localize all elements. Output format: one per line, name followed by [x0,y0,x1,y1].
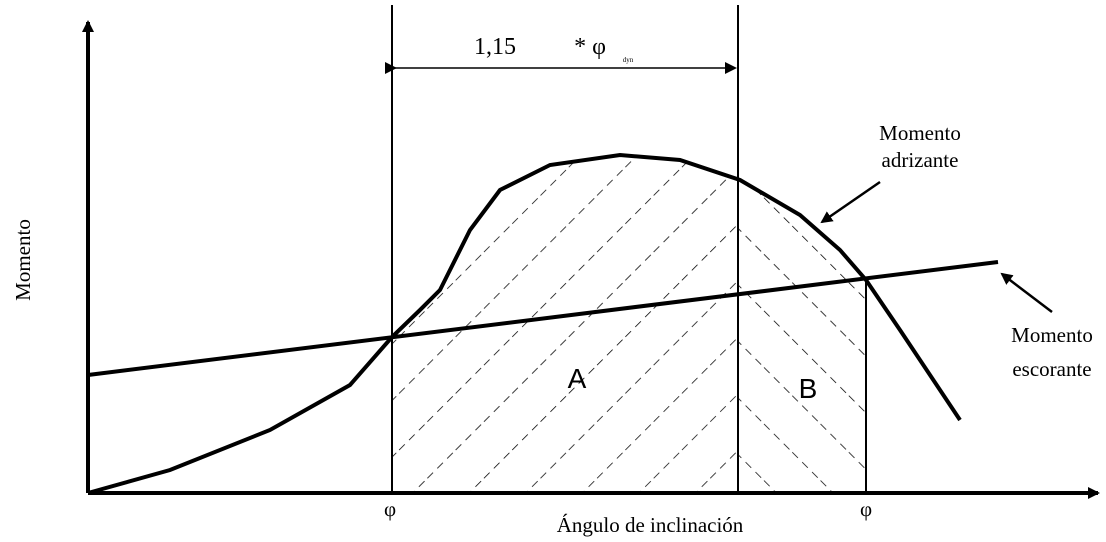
span-subscript: dyn [623,56,634,64]
righting-label: adrizante [882,148,959,172]
y-label: Momento [11,219,35,301]
angle-label: φ [860,497,872,521]
area-label: A [568,363,587,394]
hatching [392,155,866,493]
righting-label: Momento [879,121,961,145]
lines [82,5,1100,499]
heeling-label: escorante [1012,357,1091,381]
angle-label: φ [384,497,396,521]
span-factor: 1,15 [474,34,516,60]
heeling-label: Momento [1011,323,1093,347]
span-symbol: * φ [574,34,606,60]
x-label: Ángulo de inclinación [557,513,744,537]
area-label: B [799,373,818,404]
